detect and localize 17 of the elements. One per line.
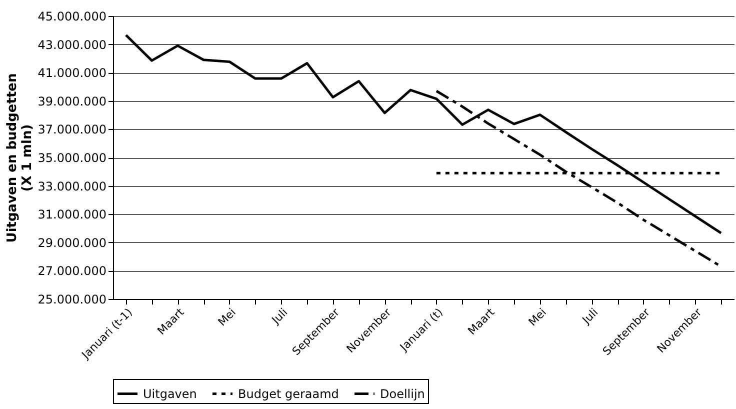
legend-label: Uitgaven: [143, 386, 197, 401]
y-tick-label: 43.000.000: [38, 38, 106, 52]
legend-label: Budget geraamd: [238, 386, 339, 401]
y-tick-label: 39.000.000: [38, 94, 106, 108]
x-tick-label: Mei: [526, 306, 549, 329]
y-tick-label: 41.000.000: [38, 66, 106, 80]
y-tick-label: 27.000.000: [38, 264, 106, 278]
y-tick-label: 45.000.000: [38, 10, 106, 24]
y-tick-label: 35.000.000: [38, 151, 106, 165]
y-tick-label: 25.000.000: [38, 292, 106, 306]
y-axis-title: Uitgaven en budgetten (X 1 mln): [4, 73, 35, 243]
y-tick-label: 37.000.000: [38, 122, 106, 137]
legend-label: Doellijn: [380, 386, 425, 401]
y-tick-label: 29.000.000: [38, 236, 106, 250]
y-tick-label: 31.000.000: [38, 208, 106, 222]
x-tick-label: Mei: [216, 306, 238, 329]
y-tick-label: 33.000.000: [38, 179, 106, 194]
